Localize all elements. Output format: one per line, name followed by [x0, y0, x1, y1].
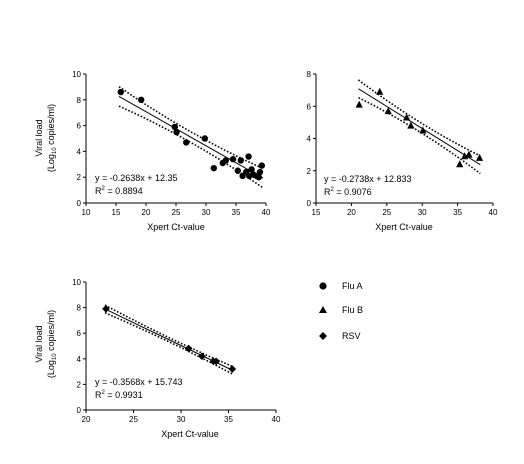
- y-tick-label: 10: [72, 70, 81, 79]
- legend-label-flu-b: Flu B: [342, 305, 363, 315]
- y-tick-label: 4: [307, 135, 312, 144]
- data-point-circle: [210, 164, 217, 172]
- data-point-diamond: [198, 352, 206, 361]
- x-tick-label: 30: [177, 415, 186, 424]
- data-point-triangle: [419, 126, 427, 134]
- legend-circle-marker: [319, 282, 327, 290]
- x-tick-label: 20: [82, 415, 91, 424]
- x-tick-label: 10: [82, 208, 91, 217]
- x-tick-label: 30: [202, 208, 211, 217]
- data-point-diamond: [184, 344, 193, 353]
- x-tick-label: 20: [142, 208, 151, 217]
- y-tick-label: 6: [77, 122, 82, 131]
- x-tick-label: 35: [232, 208, 241, 217]
- y-tick-label: 4: [77, 355, 82, 364]
- data-point-circle: [201, 135, 208, 142]
- x-axis-title-b: Xpert Ct-value: [375, 222, 433, 232]
- plot-area-a: 10 15 20 25 30 35 40 0 2 4 6 8 10: [72, 70, 271, 217]
- y-tick-label: 2: [77, 380, 82, 389]
- y-tick-label: 2: [77, 173, 82, 182]
- x-tick-label: 30: [418, 208, 427, 217]
- y-axis-title-a: Viral load: [34, 119, 44, 156]
- data-point-circle: [222, 157, 229, 164]
- x-tick-label: 20: [347, 208, 356, 217]
- data-point-circle: [258, 162, 265, 169]
- confidence-band-upper: [104, 304, 234, 368]
- y-tick-label: 0: [307, 199, 312, 208]
- x-tick-label: 15: [112, 208, 121, 217]
- y-axis-subtitle-c: (Log10 copies/ml): [46, 310, 58, 378]
- y-tick-label: 8: [77, 96, 82, 105]
- x-tick-label: 40: [262, 208, 271, 217]
- confidence-band-lower: [104, 312, 234, 376]
- y-tick-label: 6: [77, 329, 82, 338]
- data-point-circle: [138, 96, 145, 104]
- x-tick-label: 15: [312, 208, 321, 217]
- data-point-circle: [255, 174, 262, 181]
- data-point-triangle: [403, 113, 411, 121]
- legend-label-rsv: RSV: [342, 331, 361, 341]
- y-axis-title-c: Viral load: [34, 325, 44, 362]
- y-tick-label: 0: [77, 199, 82, 208]
- panel-flu-b: 15 20 25 30 35 40 0 2 4 6 8 Xpert Ct-value y = -0.…: [307, 70, 498, 232]
- data-point-circle: [183, 139, 190, 146]
- x-axis-title-c: Xpert Ct-value: [161, 429, 219, 439]
- data-point-triangle: [456, 160, 464, 168]
- x-tick-label: 35: [224, 415, 233, 424]
- equation-c: y = -0.3568x + 15.743: [95, 377, 183, 387]
- x-axis-title-a: Xpert Ct-value: [147, 222, 205, 232]
- legend-triangle-marker: [319, 306, 327, 313]
- data-point-circle: [237, 157, 244, 164]
- data-point-triangle: [384, 107, 392, 115]
- plot-area-c: 20 25 30 35 40 0 2 4 6 8 10: [72, 278, 281, 424]
- x-tick-label: 35: [453, 208, 462, 217]
- r-squared-c: R2 = 0.9931: [95, 390, 143, 400]
- data-point-circle: [171, 123, 178, 131]
- data-point-diamond: [212, 357, 220, 366]
- y-tick-label: 0: [77, 406, 82, 415]
- data-point-triangle: [376, 87, 384, 95]
- x-tick-label: 25: [382, 208, 391, 217]
- data-point-circle: [117, 88, 125, 96]
- data-point-circle: [229, 155, 237, 163]
- confidence-band-lower: [358, 96, 481, 175]
- y-tick-label: 4: [77, 147, 82, 156]
- regression-line: [118, 95, 264, 179]
- data-point-diamond: [102, 305, 110, 313]
- y-tick-label: 8: [77, 304, 82, 313]
- equation-b: y = -0.2738x + 12.833: [324, 174, 412, 184]
- panel-flu-a: Viral load (Log10 copies/ml) 10 15 20 25 30 3…: [34, 70, 271, 232]
- panel-rsv: Viral load (Log10 copies/ml) 20 25 30 35 40 0…: [34, 278, 281, 439]
- x-tick-label: 40: [489, 208, 498, 217]
- r-squared-b: R2 = 0.9076: [324, 187, 372, 197]
- legend: Flu A Flu B RSV: [319, 281, 363, 341]
- legend-label-flu-a: Flu A: [342, 281, 363, 291]
- data-point-circle: [245, 153, 252, 160]
- data-point-diamond: [228, 365, 237, 373]
- data-point-circle: [256, 168, 264, 176]
- data-point-triangle: [475, 153, 484, 161]
- data-point-triangle: [355, 100, 363, 108]
- data-point-circle: [234, 167, 241, 174]
- y-tick-label: 8: [307, 70, 312, 79]
- data-point-triangle: [465, 150, 473, 158]
- equation-a: y = -0.2638x + 12.35: [95, 173, 178, 183]
- data-point-circle: [173, 128, 180, 136]
- data-point-triangle: [407, 121, 415, 129]
- x-tick-label: 40: [272, 415, 281, 424]
- regression-line: [358, 88, 481, 166]
- y-tick-label: 2: [307, 167, 312, 176]
- y-axis-subtitle-a: (Log10 copies/ml): [46, 104, 58, 172]
- confidence-band-upper: [358, 79, 481, 157]
- y-tick-label: 10: [72, 278, 81, 287]
- plot-area-b: 15 20 25 30 35 40 0 2 4 6 8: [307, 70, 498, 217]
- legend-diamond-marker: [319, 332, 327, 340]
- y-tick-label: 6: [307, 102, 312, 111]
- r-squared-a: R2 = 0.8894: [95, 186, 143, 196]
- x-tick-label: 25: [172, 208, 181, 217]
- x-tick-label: 25: [129, 415, 138, 424]
- data-point-circle: [248, 166, 255, 173]
